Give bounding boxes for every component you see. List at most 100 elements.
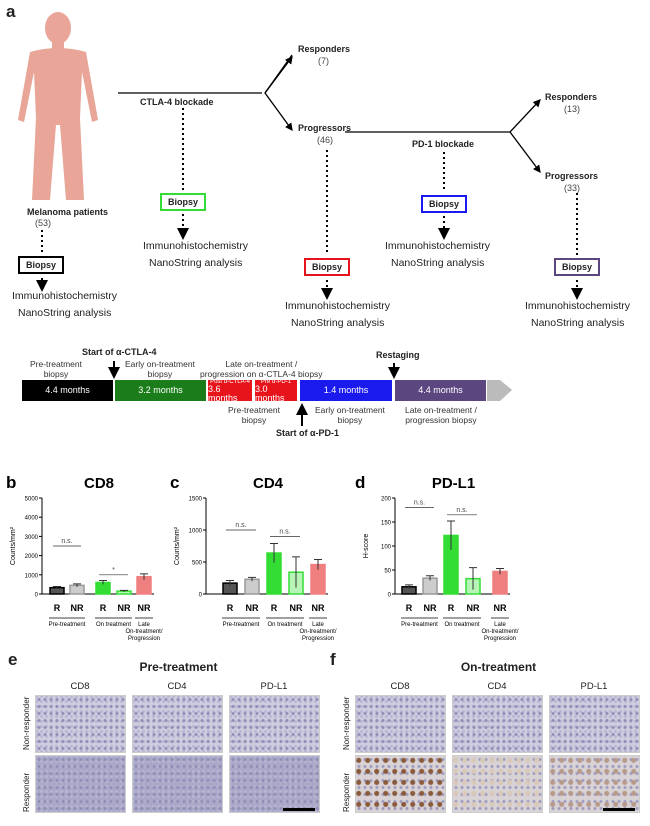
panel_e-label: e (8, 650, 18, 669)
seg-duration: 1.4 months (323, 385, 369, 395)
row-label: Responder (22, 772, 31, 812)
timeline-segment-pre-pd1: Pre α-PD-1 3.0 months (255, 379, 297, 402)
biopsy-box-early: Biopsy (160, 193, 206, 211)
y-axis-label: Counts/mm² (10, 526, 17, 565)
column-label: CD8 (70, 681, 90, 692)
error-bar (469, 567, 477, 590)
histology-image (35, 695, 126, 753)
histology-image (355, 755, 446, 813)
pd1-label: PD-1 blockade (412, 139, 475, 149)
group-label: Pre-treatment (49, 622, 86, 628)
x-tick-label: NR (467, 603, 480, 613)
row-label: Non-responder (22, 696, 31, 750)
scale-bar (603, 808, 635, 811)
x-tick-label: R (54, 603, 61, 613)
group-label-line: Progression (128, 636, 160, 642)
start-pd1-label: Start of α-PD-1 (276, 428, 340, 438)
timeline-label-early: Early on-treatment biopsy (125, 359, 195, 379)
responders-2: Responders (545, 92, 598, 102)
ctla4-label: CTLA-4 blockade (140, 97, 214, 107)
row-label: Non-responder (342, 696, 351, 750)
y-axis-label: Counts/mm² (174, 526, 181, 565)
timeline-label-pre2: Pre-treatment biopsy (228, 405, 280, 425)
column-label: CD4 (167, 681, 187, 692)
scale-bar (283, 808, 315, 811)
histology-image (229, 755, 320, 813)
biopsy-box-pre: Biopsy (18, 256, 64, 274)
error-bar (53, 586, 61, 589)
significance-label: n.s. (456, 507, 467, 514)
error-bar (447, 520, 455, 550)
x-tick-label: R (406, 603, 413, 613)
column-label: CD4 (487, 681, 507, 692)
row-label: Responder (342, 772, 351, 812)
group-label: On treatment (96, 622, 131, 628)
error-bar (405, 584, 413, 589)
group-label: Late On-treatment/Progression (125, 622, 162, 642)
group-label: Late On-treatment/Progression (481, 622, 518, 642)
y-tick-label: 0 (388, 593, 392, 599)
error-bar (73, 583, 81, 587)
y-tick-label: 150 (381, 521, 392, 527)
group-label: Pre-treatment (223, 622, 260, 628)
group-label-line: On-treatment/ (299, 629, 336, 635)
chart-d: d PD-L1 H-score 0 50 100 150 200 R NR R NR NR Pre-tre… (355, 473, 519, 642)
progressors-2: Progressors (545, 171, 599, 181)
group-label-line: Late (494, 622, 506, 628)
column-label: CD8 (390, 681, 410, 692)
error-bar (248, 576, 256, 582)
histology-image (35, 755, 126, 813)
panel-label: b (6, 473, 16, 492)
histology-image (549, 755, 640, 813)
x-tick-label: NR (71, 603, 84, 613)
histology-image (549, 695, 640, 753)
responders-1-count: (7) (318, 56, 329, 66)
bar (244, 578, 260, 595)
x-tick-label: NR (312, 603, 325, 613)
ihc-3: Immunohistochemistry (285, 300, 391, 312)
chart-title: CD8 (84, 475, 114, 492)
group-label-line: Late (312, 622, 324, 628)
x-tick-label: R (100, 603, 107, 613)
y-tick-label: 0 (199, 593, 203, 599)
error-bar (292, 556, 300, 588)
timeline-segment-early: 3.2 months (115, 380, 206, 401)
diagram-lines (18, 12, 583, 426)
progressors-2-count: (33) (564, 183, 581, 193)
x-tick-label: R (271, 603, 278, 613)
group-label: On treatment (444, 622, 479, 628)
seg-duration: 3.6 months (208, 383, 238, 403)
seg-sublabel: Post α-CTLA-4 (210, 378, 250, 385)
nanostring-3: NanoString analysis (291, 317, 385, 329)
significance-label: n.s. (61, 538, 72, 545)
timeline-label-late2: Late on-treatment / progression biopsy (405, 405, 477, 425)
histology-image (132, 755, 223, 813)
significance-label: n.s. (279, 528, 290, 535)
timeline-label-pre: Pre-treatment biopsy (30, 359, 82, 379)
column-label: PD-L1 (260, 681, 288, 692)
timeline-segment-pd1-late: 4.4 months (395, 380, 486, 401)
responders-1: Responders (298, 44, 351, 54)
group-label: Pre-treatment (401, 622, 438, 628)
x-tick-label: NR (290, 603, 303, 613)
patients-label: Melanoma patients (27, 207, 109, 217)
panel-label: d (355, 473, 365, 492)
x-tick-label: R (448, 603, 455, 613)
progressors-1: Progressors (298, 123, 352, 133)
panel_f-title: On-treatment (460, 660, 537, 674)
y-tick-label: 1500 (189, 497, 203, 503)
x-tick-label: NR (494, 603, 507, 613)
significance-label: n.s. (414, 500, 425, 507)
y-tick-label: 50 (384, 569, 391, 575)
biopsy-box-late: Biopsy (304, 258, 350, 276)
error-bar (226, 580, 234, 586)
patients-count: (53) (35, 218, 52, 228)
y-tick-label: 5000 (25, 497, 39, 503)
chart-c: c CD4 Counts/mm² 0 500 1000 1500 R NR R NR NR Pre-tr… (170, 473, 337, 642)
group-label-line: On-treatment/ (481, 629, 518, 635)
timeline-label-late: Late on-treatment / progression on α-CTL… (200, 359, 323, 379)
timeline-segment-post-ctla4: Post α-CTLA-4 3.6 months (208, 378, 252, 403)
y-tick-label: 2000 (25, 554, 39, 560)
bar (492, 570, 508, 595)
